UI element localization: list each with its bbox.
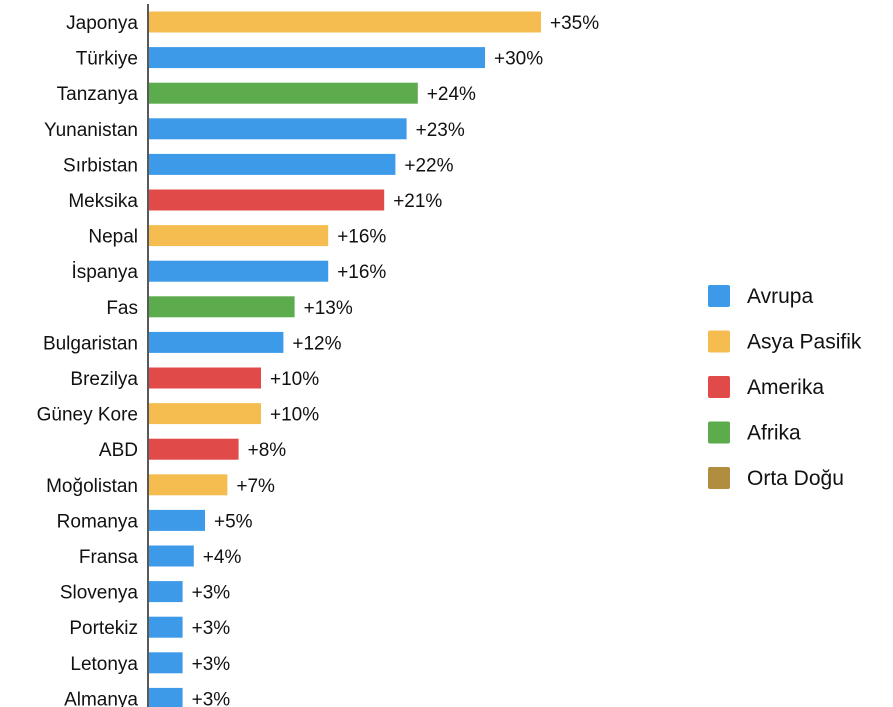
category-label: ABD <box>99 440 138 461</box>
category-label: Brezilya <box>70 369 138 390</box>
category-label: Fas <box>106 298 138 319</box>
bar <box>149 153 396 175</box>
bar <box>149 260 329 282</box>
bar <box>149 118 407 140</box>
value-label: +3% <box>192 618 231 639</box>
category-label: Yunanistan <box>44 120 138 141</box>
category-label: Portekiz <box>69 618 138 639</box>
category-label: Tanzanya <box>57 84 139 105</box>
bar <box>149 581 183 603</box>
category-label: Meksika <box>68 191 138 212</box>
legend-swatch <box>708 467 730 489</box>
legend-label: Avrupa <box>747 285 813 308</box>
bar <box>149 509 205 531</box>
value-label: +30% <box>494 49 543 70</box>
category-label: Romanya <box>57 511 139 532</box>
bar <box>149 331 284 353</box>
category-label: Almanya <box>64 689 138 707</box>
value-label: +7% <box>236 476 275 497</box>
legend-swatch <box>708 421 730 444</box>
category-label: Sırbistan <box>63 155 138 176</box>
bar <box>149 438 239 460</box>
bar <box>149 545 194 567</box>
category-label: Slovenya <box>60 583 139 604</box>
value-label: +5% <box>214 511 253 532</box>
bar <box>149 225 329 247</box>
value-label: +22% <box>404 155 453 176</box>
value-label: +23% <box>416 120 465 141</box>
bar <box>149 687 183 707</box>
value-label: +16% <box>337 227 386 248</box>
value-label: +3% <box>192 654 231 675</box>
category-label: Bulgaristan <box>43 333 138 354</box>
bar <box>149 474 228 496</box>
category-label: İspanya <box>71 262 138 283</box>
value-label: +35% <box>550 13 599 34</box>
category-label: Letonya <box>70 654 138 675</box>
bar <box>149 11 541 33</box>
bar <box>149 296 295 318</box>
category-label: Güney Kore <box>37 405 138 426</box>
value-label: +8% <box>248 440 287 461</box>
value-label: +3% <box>192 689 231 707</box>
bar <box>149 616 183 638</box>
legend-label: Afrika <box>747 422 801 445</box>
legend-label: Orta Doğu <box>747 467 844 490</box>
value-label: +24% <box>427 84 476 105</box>
bar <box>149 403 261 425</box>
bar <box>149 652 183 674</box>
bars-group: Japonya +35% Türkiye +30% Tanzanya +24% Yunani… <box>37 11 599 707</box>
legend-label: Amerika <box>747 376 824 399</box>
value-label: +21% <box>393 191 442 212</box>
category-label: Moğolistan <box>46 476 138 497</box>
value-label: +16% <box>337 262 386 283</box>
legend-swatch <box>708 285 730 307</box>
value-label: +13% <box>304 298 353 319</box>
value-label: +10% <box>270 405 319 426</box>
bar <box>149 47 485 69</box>
value-label: +3% <box>192 583 231 604</box>
legend: Avrupa Asya Pasifik Amerika Afrika Orta Doğu <box>708 285 862 490</box>
value-label: +12% <box>292 333 341 354</box>
category-label: Japonya <box>66 13 138 34</box>
legend-swatch <box>708 330 730 353</box>
bar <box>149 82 418 104</box>
value-label: +4% <box>203 547 242 568</box>
category-label: Türkiye <box>76 49 138 70</box>
bar <box>149 367 261 389</box>
legend-label: Asya Pasifik <box>747 331 862 354</box>
category-label: Fransa <box>79 547 139 568</box>
bar <box>149 189 385 211</box>
value-label: +10% <box>270 369 319 390</box>
legend-swatch <box>708 376 730 398</box>
category-label: Nepal <box>88 227 138 248</box>
